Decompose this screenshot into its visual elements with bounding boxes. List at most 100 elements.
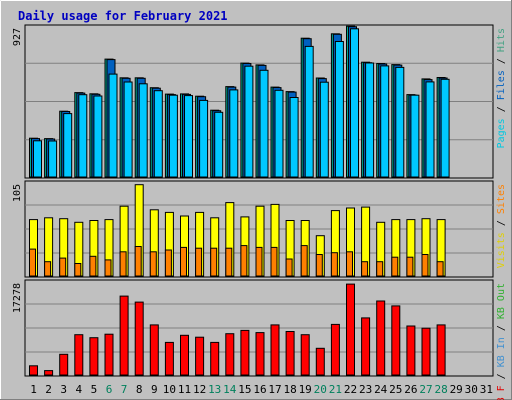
bar-sites-day-1 xyxy=(29,248,36,277)
x-tick-label: 13 xyxy=(208,383,221,396)
legend-entry: Pages xyxy=(496,118,507,148)
panel-hits-ymax-label: 927 xyxy=(12,28,23,46)
bar-pages-day-12 xyxy=(199,99,209,178)
bar-kb-f-day-7 xyxy=(119,295,129,376)
bar-kb-f-day-27 xyxy=(421,327,431,376)
x-tick-label: 27 xyxy=(419,383,432,396)
x-tick-label: 8 xyxy=(136,383,143,396)
bar-sites-day-3 xyxy=(59,257,67,277)
bar-pages-day-10 xyxy=(168,94,178,178)
panel-kbytes-ymax-label: 17278 xyxy=(12,283,23,313)
bar-kb-f-day-15 xyxy=(240,329,250,376)
x-tick-label: 15 xyxy=(238,383,251,396)
bar-kb-f-day-22 xyxy=(346,283,355,376)
x-tick-label: 25 xyxy=(389,383,402,396)
bar-pages-day-15 xyxy=(244,65,254,178)
bar-sites-day-19 xyxy=(300,245,308,277)
bar-sites-day-25 xyxy=(391,256,399,277)
bar-pages-day-4 xyxy=(78,94,88,178)
bar-kb-f-day-23 xyxy=(361,317,371,376)
bar-kb-f-day-20 xyxy=(315,347,325,376)
legend-entry: / xyxy=(496,52,507,70)
x-tick-label: 14 xyxy=(223,383,237,396)
bar-kb-f-day-25 xyxy=(391,305,401,376)
bar-kb-f-day-26 xyxy=(406,325,416,376)
panel-visits-ymax-label: 105 xyxy=(12,184,23,202)
legend-entry: / xyxy=(496,214,507,232)
bar-sites-day-18 xyxy=(285,258,293,277)
bar-pages-day-5 xyxy=(93,95,103,178)
bar-sites-day-7 xyxy=(119,251,127,277)
x-tick-label: 29 xyxy=(450,383,463,396)
panel-hits: 927 Pages / Files / Hits xyxy=(12,24,507,179)
bar-pages-day-13 xyxy=(214,111,224,178)
bar-pages-day-14 xyxy=(229,89,239,178)
bar-kb-f-day-1 xyxy=(29,365,38,376)
bar-sites-day-15 xyxy=(240,245,248,277)
bar-kb-f-day-24 xyxy=(376,300,386,376)
bar-sites-day-26 xyxy=(406,256,414,277)
x-tick-label: 28 xyxy=(434,383,447,396)
bar-kb-f-day-28 xyxy=(436,324,446,376)
x-tick-label: 24 xyxy=(374,383,388,396)
bar-sites-day-4 xyxy=(74,263,82,277)
x-tick-label: 2 xyxy=(45,383,52,396)
bar-sites-day-6 xyxy=(104,259,112,277)
bar-sites-day-5 xyxy=(89,255,97,277)
bar-pages-day-16 xyxy=(259,69,269,178)
bar-kb-f-day-17 xyxy=(270,324,280,376)
x-tick-label: 16 xyxy=(253,383,266,396)
x-tick-label: 4 xyxy=(75,383,82,396)
bar-kb-f-day-11 xyxy=(180,334,189,376)
bar-pages-day-3 xyxy=(63,113,73,178)
bar-kb-f-day-8 xyxy=(134,301,144,376)
chart-title: Daily usage for February 2021 xyxy=(18,9,228,23)
bar-kb-f-day-9 xyxy=(149,324,159,376)
bar-pages-day-17 xyxy=(274,89,284,178)
bar-kb-f-day-14 xyxy=(225,333,235,376)
x-tick-label: 21 xyxy=(329,383,342,396)
bar-sites-day-13 xyxy=(210,247,218,277)
x-tick-label: 19 xyxy=(299,383,312,396)
bar-pages-day-26 xyxy=(410,94,420,178)
bar-pages-day-6 xyxy=(108,73,118,178)
bar-sites-day-24 xyxy=(376,261,384,277)
bar-sites-day-28 xyxy=(436,261,444,277)
x-tick-label: 26 xyxy=(404,383,417,396)
x-tick-label: 3 xyxy=(60,383,67,396)
bar-pages-day-19 xyxy=(304,45,314,178)
x-tick-label: 31 xyxy=(480,383,493,396)
legend-entry: Visits xyxy=(496,232,507,268)
bar-kb-f-day-6 xyxy=(104,333,114,376)
bar-pages-day-1 xyxy=(33,140,42,178)
bar-pages-day-27 xyxy=(425,81,435,178)
bar-pages-day-18 xyxy=(289,97,299,178)
bar-pages-day-23 xyxy=(365,62,375,178)
bar-pages-day-20 xyxy=(319,81,329,178)
bar-kb-f-day-10 xyxy=(164,341,174,376)
legend-entry: / xyxy=(496,319,507,337)
bar-kb-f-day-5 xyxy=(89,337,99,376)
legend-entry: Sites xyxy=(496,184,507,214)
legend-entry: / xyxy=(496,367,507,385)
bar-pages-day-2 xyxy=(48,140,58,178)
x-tick-label: 30 xyxy=(465,383,478,396)
x-tick-label: 5 xyxy=(91,383,98,396)
bar-sites-day-17 xyxy=(270,246,278,277)
bar-sites-day-2 xyxy=(44,261,52,277)
x-tick-label: 17 xyxy=(268,383,281,396)
bar-kb-f-day-13 xyxy=(210,341,220,376)
bar-kb-f-day-3 xyxy=(59,353,69,376)
bar-sites-day-8 xyxy=(134,246,142,277)
legend-entry: KB Out xyxy=(496,283,507,319)
legend-entry: KB F xyxy=(496,385,507,400)
legend-entry: Files xyxy=(496,70,507,100)
bar-kb-f-day-12 xyxy=(195,336,205,376)
legend-entry: Hits xyxy=(496,28,507,52)
legend-entry: / xyxy=(496,100,507,118)
bar-sites-day-12 xyxy=(195,247,203,277)
x-tick-label: 23 xyxy=(359,383,372,396)
bar-pages-day-11 xyxy=(184,95,193,178)
